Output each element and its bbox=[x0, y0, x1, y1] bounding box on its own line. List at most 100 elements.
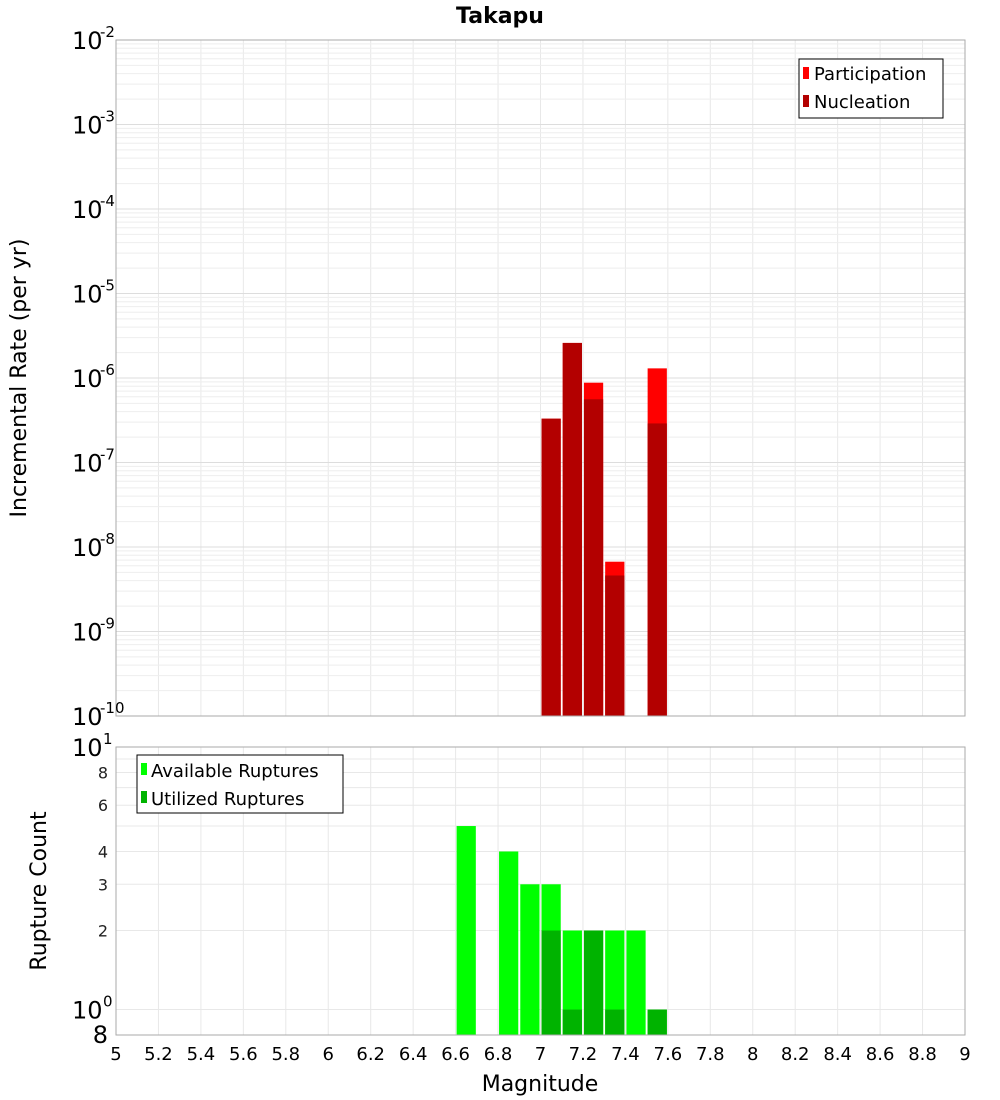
bottom-bar-available-ruptures bbox=[499, 851, 519, 1035]
bottom-panel-bars bbox=[456, 826, 667, 1035]
x-tick: 8.8 bbox=[908, 1044, 937, 1065]
bottom-bar-utilized-ruptures bbox=[605, 1009, 625, 1035]
top-bar-nucleation bbox=[583, 399, 604, 716]
bottom-y-tick-exponent: 1 bbox=[103, 730, 113, 748]
x-tick: 7.8 bbox=[696, 1044, 725, 1065]
x-tick: 6.4 bbox=[399, 1044, 428, 1065]
top-panel-y-tick-labels: 10-210-310-410-510-610-710-810-910-10 bbox=[72, 23, 125, 731]
legend-swatch-nucleation bbox=[803, 95, 809, 107]
top-y-tick-exponent: -4 bbox=[100, 192, 115, 210]
x-tick: 5.2 bbox=[144, 1044, 173, 1065]
top-y-tick-exponent: -5 bbox=[100, 277, 115, 295]
chart-title: Takapu bbox=[456, 4, 544, 29]
top-y-tick: 10-6 bbox=[72, 361, 115, 393]
top-y-tick: 10-10 bbox=[72, 699, 125, 731]
top-bar-nucleation bbox=[647, 423, 667, 716]
bottom-y-minor-tick: 4 bbox=[98, 842, 108, 861]
bottom-bar-utilized-ruptures bbox=[541, 930, 561, 1035]
top-panel-gridlines bbox=[115, 40, 966, 717]
x-tick: 5.8 bbox=[271, 1044, 300, 1065]
top-y-tick-exponent: -7 bbox=[100, 446, 115, 464]
legend-label-utilized: Utilized Ruptures bbox=[151, 789, 304, 810]
x-tick: 6 bbox=[323, 1044, 334, 1065]
bottom-y-tick-base: 10 bbox=[72, 734, 103, 762]
bottom-bar-utilized-ruptures bbox=[583, 930, 604, 1035]
top-panel-frame bbox=[115, 39, 966, 717]
top-legend: Participation Nucleation bbox=[798, 58, 944, 119]
top-y-tick-exponent: -3 bbox=[100, 108, 115, 126]
bottom-bar-available-ruptures bbox=[520, 884, 540, 1035]
bottom-bar-available-ruptures bbox=[456, 826, 476, 1035]
top-y-tick-base: 10 bbox=[72, 619, 103, 647]
top-bar-nucleation bbox=[605, 575, 625, 716]
legend-swatch-participation bbox=[803, 67, 809, 79]
bottom-y-minor-tick: 3 bbox=[98, 875, 108, 894]
bottom-y-tick-exponent: 0 bbox=[103, 993, 113, 1011]
top-panel-bars bbox=[541, 342, 667, 716]
bottom-y-minor-tick: 2 bbox=[98, 922, 108, 941]
bottom-panel-frame bbox=[115, 746, 966, 1036]
x-tick: 5.4 bbox=[187, 1044, 216, 1065]
x-tick: 7.4 bbox=[611, 1044, 640, 1065]
bottom-bar-available-ruptures bbox=[562, 930, 582, 1035]
x-tick: 6.8 bbox=[484, 1044, 513, 1065]
x-tick: 8.4 bbox=[823, 1044, 852, 1065]
x-tick: 7.2 bbox=[569, 1044, 598, 1065]
legend-label-available: Available Ruptures bbox=[151, 761, 319, 782]
x-axis-label: Magnitude bbox=[482, 1072, 599, 1097]
top-y-tick-exponent: -8 bbox=[100, 530, 115, 548]
x-tick: 9 bbox=[959, 1044, 970, 1065]
legend-swatch-utilized bbox=[141, 791, 147, 803]
top-y-tick-base: 10 bbox=[72, 365, 103, 393]
bottom-legend-box bbox=[136, 754, 344, 814]
top-y-tick-exponent: -2 bbox=[100, 23, 115, 41]
bottom-legend: Available Ruptures Utilized Ruptures bbox=[136, 754, 344, 814]
top-y-tick-exponent: -9 bbox=[100, 615, 115, 633]
bottom-y-minor-tick: 8 bbox=[98, 763, 108, 782]
bottom-y-tick-base: 10 bbox=[72, 997, 103, 1025]
bottom-bar-available-ruptures bbox=[605, 930, 625, 1035]
x-tick: 6.6 bbox=[441, 1044, 470, 1065]
x-tick: 5 bbox=[110, 1044, 121, 1065]
top-legend-box bbox=[798, 58, 944, 119]
legend-label-nucleation: Nucleation bbox=[814, 92, 910, 113]
top-bar-nucleation bbox=[562, 342, 582, 716]
top-y-tick: 10-8 bbox=[72, 530, 115, 562]
x-tick: 8 bbox=[747, 1044, 758, 1065]
top-y-tick: 10-5 bbox=[72, 277, 115, 309]
top-bar-nucleation bbox=[541, 418, 561, 716]
top-y-tick-base: 10 bbox=[72, 281, 103, 309]
top-y-tick: 10-3 bbox=[72, 108, 115, 140]
top-y-tick-base: 10 bbox=[72, 196, 103, 224]
top-y-tick-base: 10 bbox=[72, 450, 103, 478]
x-tick: 8.6 bbox=[866, 1044, 895, 1065]
x-tick: 7 bbox=[535, 1044, 546, 1065]
legend-swatch-available bbox=[141, 763, 147, 775]
bottom-y-minor-tick: 8 bbox=[93, 1021, 108, 1049]
x-tick-labels: 5 5.2 5.4 5.6 5.8 6 6.2 6.4 6.6 6.8 7 7.2 7.4 7.6 7.8 8… bbox=[110, 1044, 970, 1065]
bottom-bar-utilized-ruptures bbox=[647, 1009, 667, 1035]
x-tick: 8.2 bbox=[781, 1044, 810, 1065]
top-y-tick-exponent: -10 bbox=[100, 699, 125, 717]
top-y-tick: 10-7 bbox=[72, 446, 115, 478]
top-y-tick: 10-9 bbox=[72, 615, 115, 647]
top-y-tick-base: 10 bbox=[72, 27, 103, 55]
x-tick: 5.6 bbox=[229, 1044, 258, 1065]
bottom-y-minor-tick: 6 bbox=[98, 796, 108, 815]
x-tick: 6.2 bbox=[356, 1044, 385, 1065]
x-tick: 7.6 bbox=[654, 1044, 683, 1065]
bottom-bar-utilized-ruptures bbox=[562, 1009, 582, 1035]
top-y-tick: 10-2 bbox=[72, 23, 115, 55]
bottom-bar-available-ruptures bbox=[626, 930, 646, 1035]
bottom-y-axis-label: Rupture Count bbox=[27, 811, 52, 971]
top-y-tick: 10-4 bbox=[72, 192, 115, 224]
bottom-y-tick: 10 1 bbox=[72, 730, 113, 762]
top-y-tick-base: 10 bbox=[72, 703, 103, 731]
legend-label-participation: Participation bbox=[814, 64, 926, 85]
bottom-y-tick: 10 0 bbox=[72, 993, 113, 1025]
top-y-axis-label: Incremental Rate (per yr) bbox=[7, 239, 32, 518]
top-y-tick-base: 10 bbox=[72, 112, 103, 140]
top-y-tick-base: 10 bbox=[72, 534, 103, 562]
